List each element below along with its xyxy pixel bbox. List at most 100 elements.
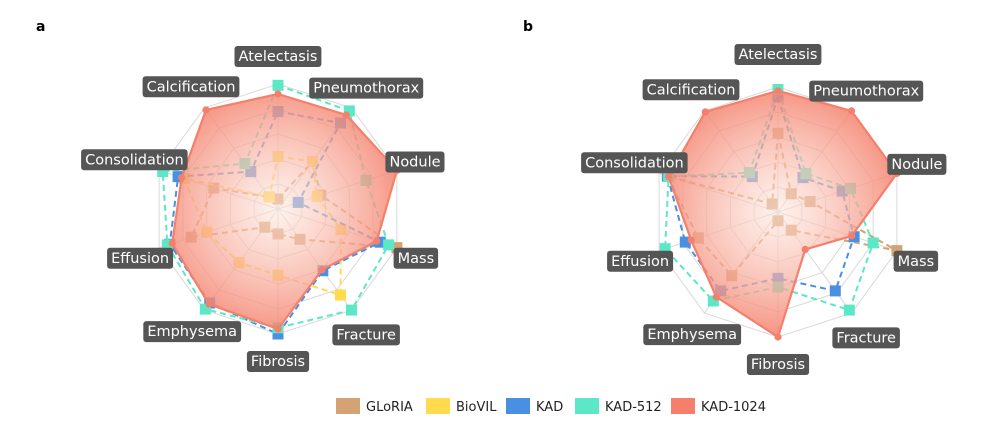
axis-label-bg xyxy=(893,250,939,272)
axis-label-text: Pneumothorax xyxy=(313,81,419,97)
legend-label: KAD-512 xyxy=(605,400,662,415)
legend-swatch xyxy=(336,398,360,414)
axis-label-emphysema: Emphysema xyxy=(643,324,742,346)
point-kad-512-mass xyxy=(383,239,395,251)
point-kad-1024-pneumothorax xyxy=(342,111,350,119)
axis-label-text: Fracture xyxy=(336,327,396,343)
legend: GLoRIA BioVIL KAD KAD-512 KAD-1024 xyxy=(336,398,766,415)
point-kad-512-pneumothorax xyxy=(343,105,355,117)
axis-label-text: Fracture xyxy=(836,330,896,346)
series-kad-1024 xyxy=(665,87,901,341)
axis-label-calcification: Calcification xyxy=(142,76,240,98)
axis-label-bg xyxy=(607,250,674,272)
axis-label-emphysema: Emphysema xyxy=(143,321,242,343)
axis-label-text: Calcification xyxy=(647,82,736,98)
legend-label: KAD-1024 xyxy=(701,400,766,415)
point-kad-512-fracture xyxy=(346,304,357,316)
axis-label-fibrosis: Fibrosis xyxy=(246,351,310,372)
legend-swatch xyxy=(506,398,530,414)
axis-label-bg xyxy=(234,46,322,67)
point-kad-1024-atelectasis xyxy=(274,90,282,98)
point-kad-1024-emphysema xyxy=(712,293,720,301)
point-kad-1024-mass xyxy=(373,237,381,245)
axis-label-bg xyxy=(107,247,174,269)
radar-panel-a: Atelectasis Pneumothorax Nodule Mass Fractur… xyxy=(81,46,445,372)
axis-label-bg xyxy=(642,79,740,101)
axis-label-fibrosis: Fibrosis xyxy=(746,354,810,375)
axis-label-text: Effusion xyxy=(611,254,669,270)
axis-label-text: Fibrosis xyxy=(751,357,805,373)
axis-label-bg xyxy=(142,76,240,98)
axis-label-effusion: Effusion xyxy=(107,247,174,269)
point-kad-1024-calcification xyxy=(202,106,210,114)
legend-label: BioVIL xyxy=(456,400,497,415)
point-kad-1024-atelectasis xyxy=(774,87,782,95)
axis-label-atelectasis: Atelectasis xyxy=(234,46,322,67)
axis-label-atelectasis: Atelectasis xyxy=(734,44,822,65)
axis-label-bg xyxy=(332,324,400,346)
point-kad-512-mass xyxy=(867,237,879,249)
axis-label-bg xyxy=(746,354,810,375)
axis-label-bg xyxy=(309,77,424,99)
point-kad-effusion xyxy=(679,236,691,248)
axis-label-bg xyxy=(393,247,439,269)
axis-label-text: Atelectasis xyxy=(239,49,318,65)
axis-label-pneumothorax: Pneumothorax xyxy=(809,80,924,102)
axis-label-bg xyxy=(143,321,242,343)
point-biovil-fracture xyxy=(335,289,346,301)
axis-label-text: Mass xyxy=(398,251,435,267)
axis-label-mass: Mass xyxy=(393,247,439,269)
axis-label-text: Mass xyxy=(898,254,935,270)
legend-swatch xyxy=(575,398,599,414)
legend-item-biovil: BioVIL xyxy=(426,398,497,415)
point-kad-1024-mass xyxy=(848,232,856,240)
legend-item-kad-1024: KAD-1024 xyxy=(671,398,766,415)
axis-label-bg xyxy=(887,153,947,175)
point-kad-1024-consolidation xyxy=(178,174,186,182)
axis-label-bg xyxy=(581,152,688,174)
axis-label-nodule: Nodule xyxy=(385,151,445,173)
axis-label-bg xyxy=(809,80,924,102)
legend-label: KAD xyxy=(536,400,563,415)
axis-label-text: Fibrosis xyxy=(251,354,305,370)
legend-swatch xyxy=(426,398,450,414)
axis-label-text: Nodule xyxy=(891,157,942,173)
point-kad-fracture xyxy=(829,285,841,297)
axis-label-bg xyxy=(246,351,310,372)
point-kad-1024-fracture xyxy=(318,266,326,274)
point-kad-1024-fibrosis xyxy=(774,333,782,341)
legend-item-gloria: GLoRIA xyxy=(336,398,413,415)
point-kad-512-consolidation xyxy=(157,166,169,177)
axis-label-fracture: Fracture xyxy=(832,327,900,349)
axis-label-bg xyxy=(734,44,822,65)
axis-label-bg xyxy=(643,324,742,346)
axis-label-bg xyxy=(81,149,188,171)
point-kad-512-fracture xyxy=(843,304,855,316)
axis-label-consolidation: Consolidation xyxy=(581,152,688,174)
series-kad-1024 xyxy=(168,90,401,333)
point-kad-1024-fibrosis xyxy=(274,325,282,333)
axis-label-text: Atelectasis xyxy=(739,47,818,63)
point-gloria-mass xyxy=(391,242,403,254)
radar-panel-b: Atelectasis Pneumothorax Nodule Mass Fractur… xyxy=(581,44,947,375)
axis-label-text: Consolidation xyxy=(85,152,184,168)
axis-label-text: Emphysema xyxy=(647,327,737,343)
point-gloria-mass xyxy=(891,245,903,257)
point-kad-512-emphysema xyxy=(199,303,211,315)
axis-label-text: Pneumothorax xyxy=(813,84,919,100)
axis-label-bg xyxy=(385,151,445,173)
axis-label-text: Effusion xyxy=(111,251,169,267)
axis-label-calcification: Calcification xyxy=(642,79,740,101)
point-kad-1024-pneumothorax xyxy=(847,107,856,115)
axis-labels: Atelectasis Pneumothorax Nodule Mass Fractur… xyxy=(81,46,445,372)
point-kad-1024-calcification xyxy=(701,108,709,116)
point-kad-512-effusion xyxy=(161,239,173,251)
point-kad-512-emphysema xyxy=(707,295,719,307)
axis-label-fracture: Fracture xyxy=(332,324,400,346)
axis-label-nodule: Nodule xyxy=(887,153,947,175)
legend-swatch xyxy=(671,398,695,414)
point-kad-1024-fracture xyxy=(801,245,809,253)
axis-label-effusion: Effusion xyxy=(607,250,674,272)
axis-labels: Atelectasis Pneumothorax Nodule Mass Fractur… xyxy=(581,44,947,375)
